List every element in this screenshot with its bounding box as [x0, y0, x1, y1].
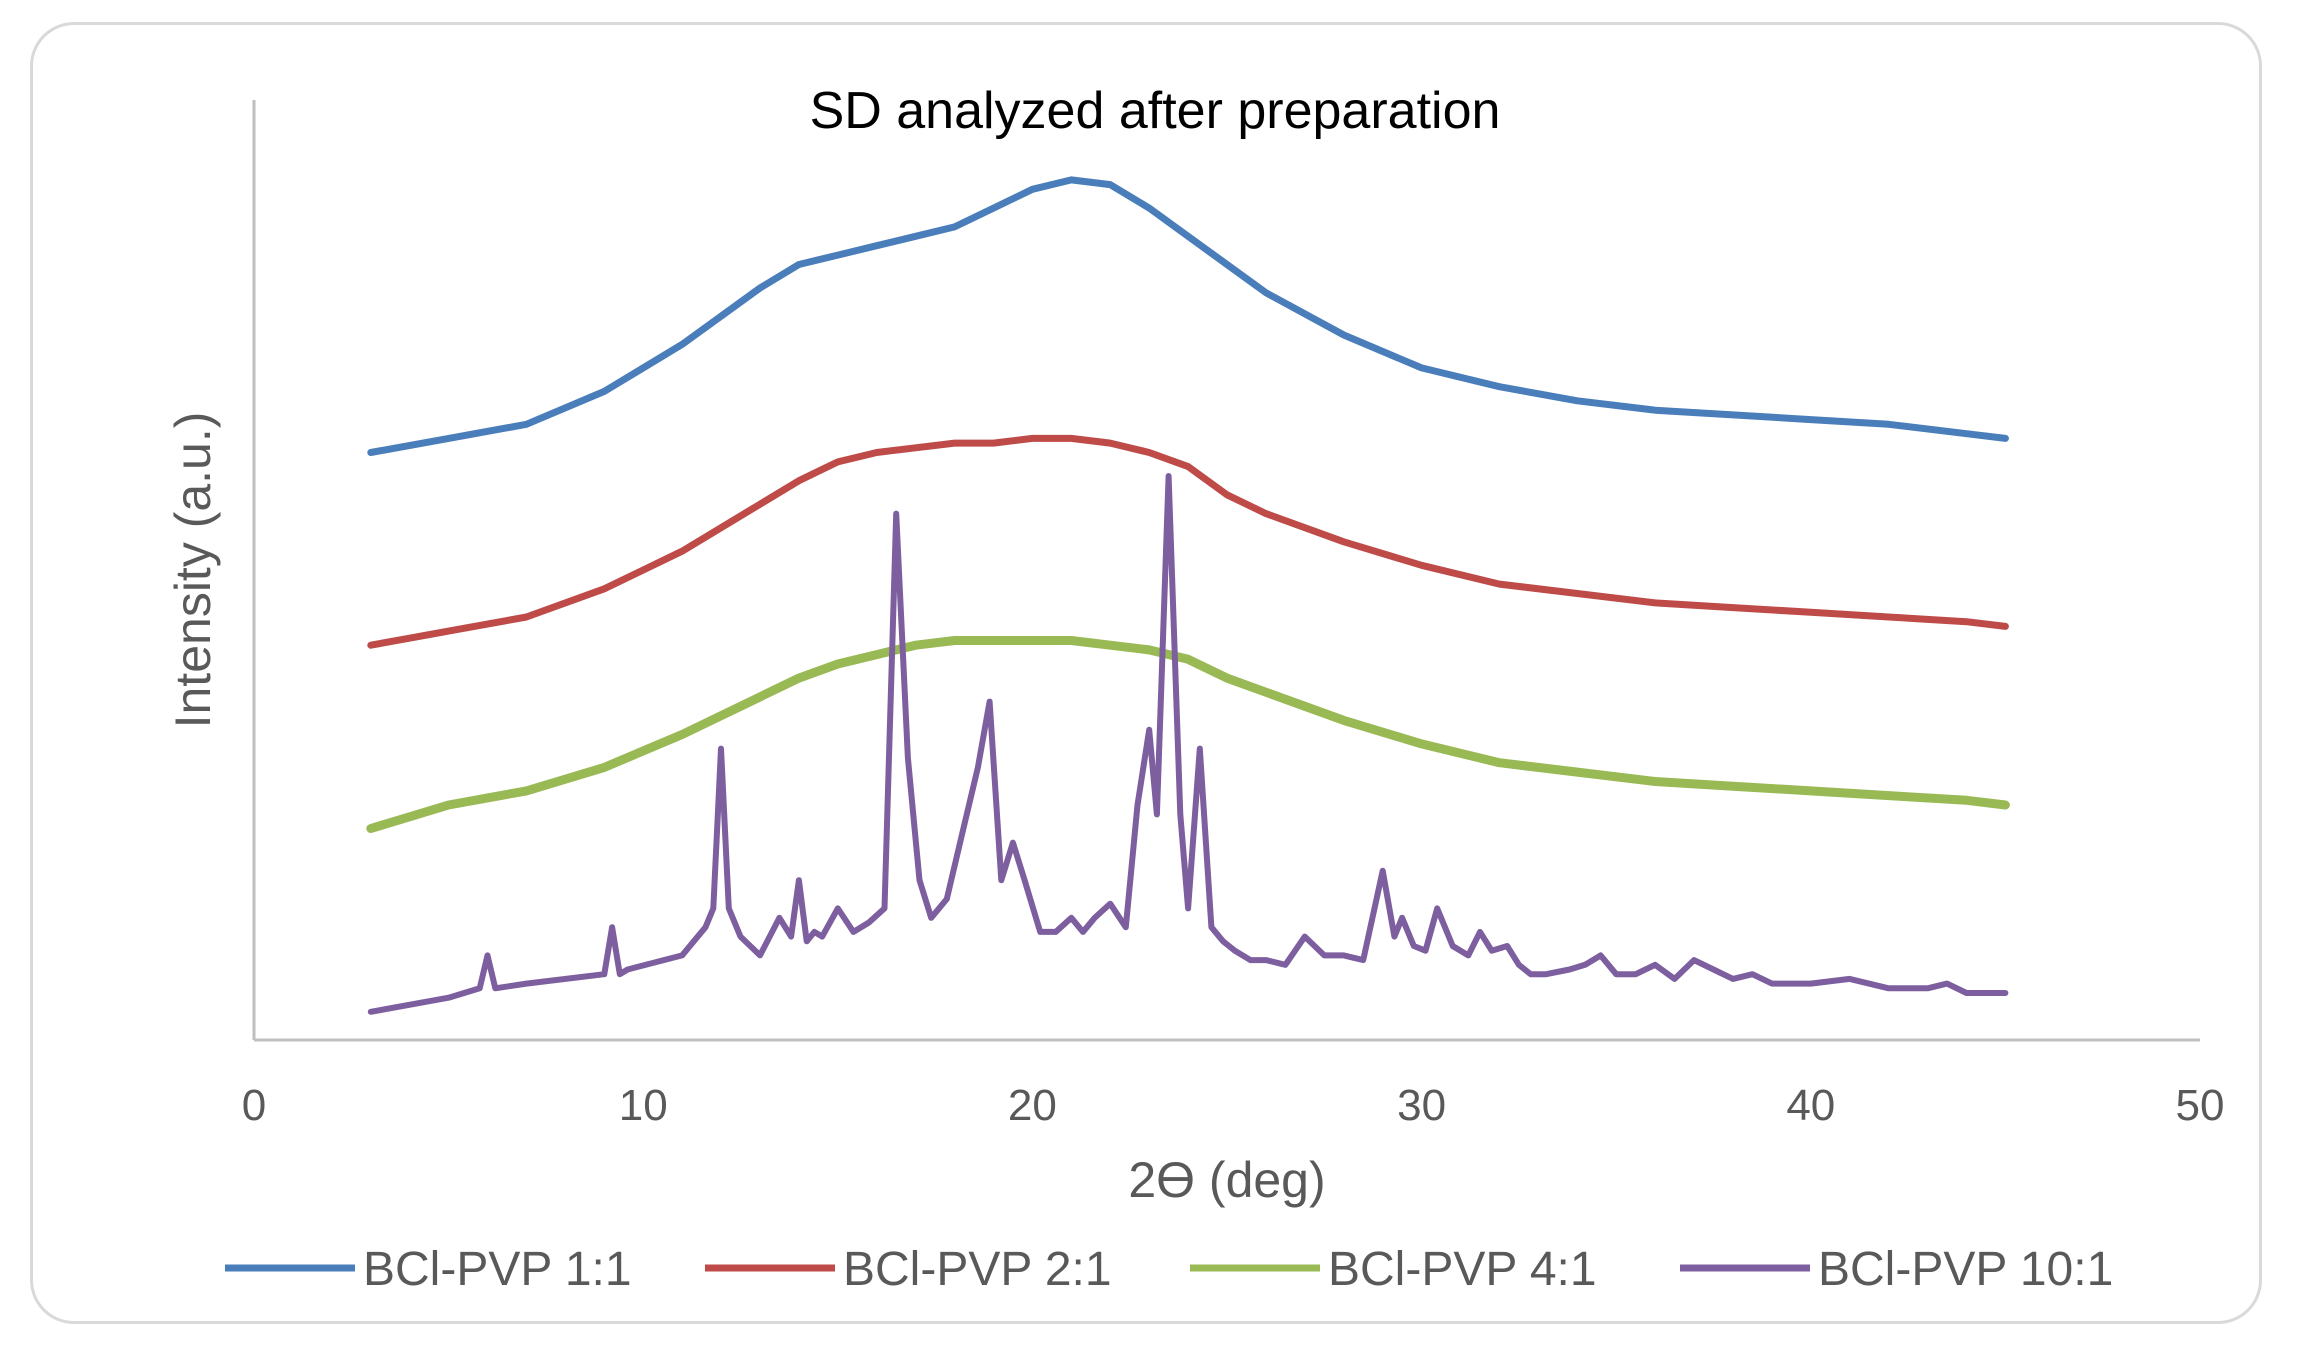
legend-label: BCl-PVP 10:1 [1818, 1243, 2113, 1296]
legend-item-1: BCl-PVP 1:1 [225, 1243, 632, 1296]
legend-item-3: BCl-PVP 4:1 [1190, 1243, 1597, 1296]
legend-label: BCl-PVP 2:1 [843, 1243, 1112, 1296]
x-tick-label-50: 50 [2176, 1081, 2225, 1130]
legend: BCl-PVP 1:1 BCl-PVP 2:1 BCl-PVP 4:1 BCl-PVP… [225, 1243, 2113, 1296]
chart-title: SD analyzed after preparation [810, 82, 1501, 140]
legend-label: BCl-PVP 1:1 [363, 1243, 632, 1296]
x-tick-label-20: 20 [1008, 1081, 1057, 1130]
legend-item-2: BCl-PVP 2:1 [705, 1243, 1112, 1296]
plot-area: 0 10 20 30 40 50 [242, 100, 2225, 1130]
x-tick-labels: 0 10 20 30 40 50 [242, 1081, 2225, 1130]
series-line-bcl-pvp-4-1 [366, 636, 2010, 833]
x-tick-label-30: 30 [1397, 1081, 1446, 1130]
series-lines [366, 176, 2010, 1015]
x-tick-label-0: 0 [242, 1081, 266, 1130]
chart-frame [30, 22, 2262, 1324]
legend-label: BCl-PVP 4:1 [1328, 1243, 1597, 1296]
x-tick-label-40: 40 [1786, 1081, 1835, 1130]
y-axis-title: Intensity (a.u.) [165, 412, 221, 729]
x-tick-label-10: 10 [619, 1081, 668, 1130]
series-line-bcl-pvp-2-1 [367, 434, 2009, 649]
series-line-bcl-pvp-1-1 [367, 176, 2009, 456]
x-axis-title: 2ϴ (deg) [1128, 1152, 1325, 1208]
series-line-bcl-pvp-10-1 [367, 473, 2009, 1015]
legend-item-4: BCl-PVP 10:1 [1680, 1243, 2113, 1296]
